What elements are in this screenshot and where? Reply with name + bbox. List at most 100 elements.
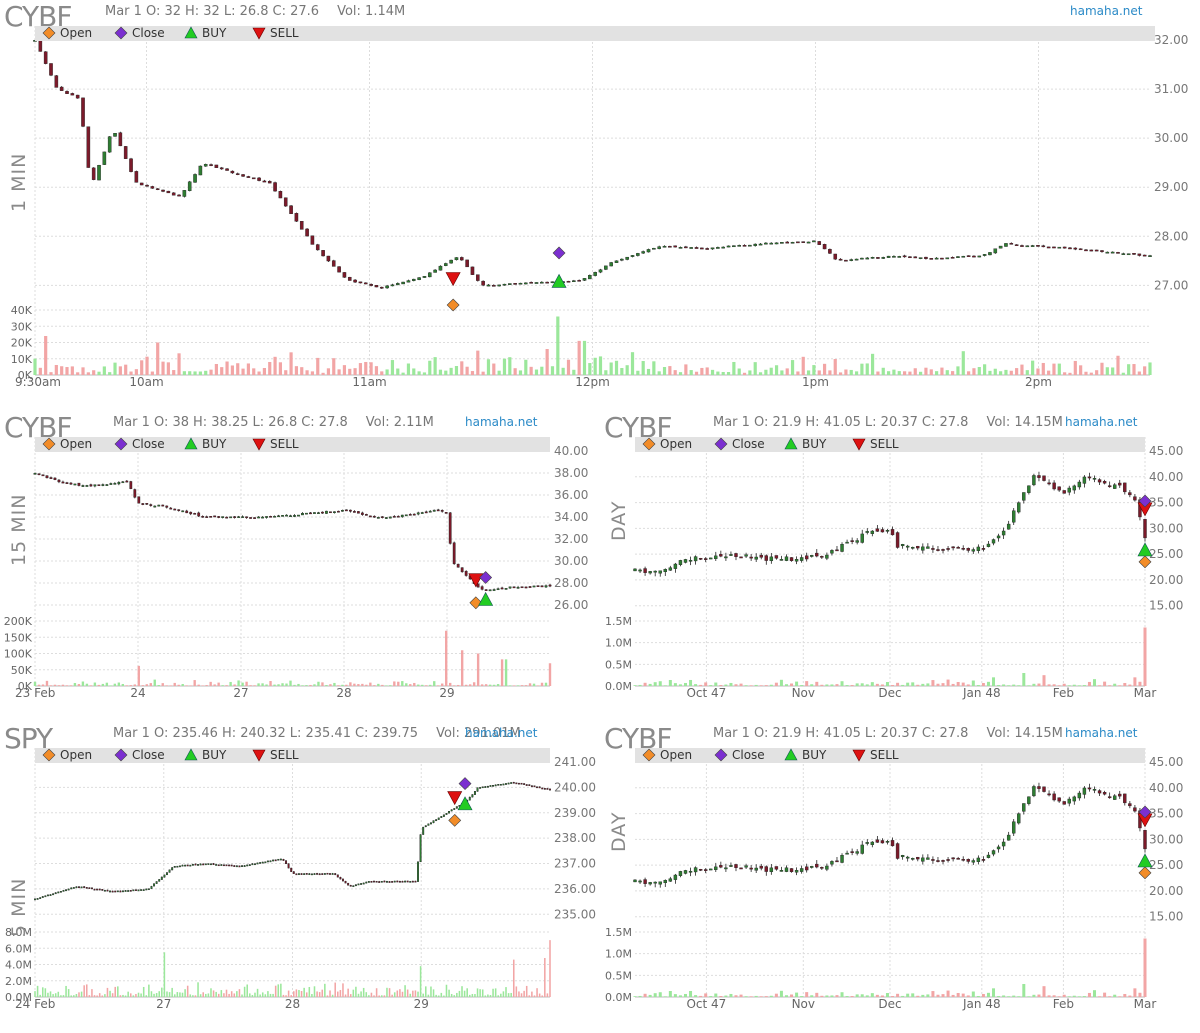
- volume-bar: [132, 995, 135, 997]
- volume-bar: [913, 368, 917, 375]
- site-link[interactable]: hamaha.net: [465, 415, 538, 429]
- legend-item-buy: BUY: [184, 748, 227, 763]
- candle-body: [370, 881, 373, 883]
- candle-body: [368, 515, 372, 518]
- volume-bar: [324, 983, 326, 997]
- price-tick-label: 238.00: [554, 831, 596, 845]
- volume-bar: [337, 685, 340, 686]
- candle-body: [536, 786, 539, 789]
- candle-body: [149, 504, 153, 506]
- site-link[interactable]: hamaha.net: [1065, 415, 1138, 429]
- volume-bar: [342, 983, 344, 997]
- candle-body: [198, 165, 203, 176]
- volume-bar: [142, 986, 145, 997]
- candle-body: [401, 281, 405, 285]
- candle-body: [850, 851, 854, 853]
- trade-markers: [1137, 805, 1153, 880]
- site-link[interactable]: hamaha.net: [465, 726, 538, 740]
- volume-bar: [481, 371, 485, 375]
- sell-marker-icon: [252, 749, 266, 762]
- volume-bar: [321, 989, 324, 997]
- candle-body: [265, 516, 268, 518]
- volume-bar: [961, 993, 965, 997]
- volume-bar: [117, 682, 121, 686]
- candle-body: [85, 887, 88, 889]
- volume-bar: [438, 369, 443, 375]
- candle-body: [173, 866, 176, 868]
- ohlc-header: Mar 1 O: 235.46 H: 240.32 L: 235.41 C: 239.7…: [113, 726, 539, 741]
- candle-body: [297, 873, 300, 875]
- volume-bar: [241, 994, 243, 997]
- candle-body: [103, 889, 106, 892]
- legend-label-buy: BUY: [202, 748, 227, 762]
- volume-tick-label: 1.5M: [605, 926, 632, 939]
- volume-bar: [98, 993, 101, 997]
- volume-bar: [236, 363, 240, 375]
- x-tick-label: Feb: [1053, 997, 1074, 1011]
- candle-body: [77, 482, 81, 486]
- site-link[interactable]: hamaha.net: [1070, 4, 1143, 18]
- volume-bar: [1027, 996, 1031, 997]
- volume-bar: [561, 367, 565, 375]
- candle-body: [926, 857, 930, 860]
- candle-body: [678, 871, 683, 876]
- volume-bar: [388, 988, 391, 997]
- volume-bar: [977, 367, 981, 375]
- volume-bar: [540, 366, 544, 375]
- candle-body: [971, 549, 976, 552]
- candle-body: [316, 873, 319, 875]
- volume-bar: [502, 358, 507, 375]
- volume-bar: [678, 684, 682, 686]
- x-tick-label: Dec: [878, 997, 901, 1011]
- volume-bar: [1057, 363, 1061, 375]
- candle-body: [354, 884, 357, 887]
- candle-body: [538, 786, 541, 789]
- candle-body: [972, 255, 976, 258]
- volume-bar: [228, 993, 230, 997]
- candle-body: [822, 244, 827, 250]
- candle-body: [257, 177, 261, 181]
- site-link[interactable]: hamaha.net: [1065, 726, 1138, 740]
- candle-body: [225, 168, 229, 171]
- candle-body: [65, 482, 69, 484]
- volume-bar: [198, 371, 202, 375]
- candle-body: [1132, 253, 1136, 255]
- volume-bar: [225, 685, 228, 686]
- volume-bar: [1052, 363, 1056, 375]
- volume-bar: [456, 992, 458, 997]
- volume-bar: [171, 987, 173, 997]
- candle-body: [486, 284, 491, 287]
- candle-body: [1057, 246, 1062, 249]
- candle-body: [806, 241, 811, 244]
- candle-body: [1087, 787, 1092, 790]
- legend-label-buy: BUY: [802, 748, 827, 762]
- volume-bar: [277, 684, 280, 686]
- volume-bar: [881, 367, 885, 375]
- candle-body: [59, 86, 64, 91]
- chart-svg: 32.0031.0030.0029.0028.0027.0040K30K20K1…: [11, 26, 1188, 389]
- candle-body: [160, 876, 163, 880]
- volume-bar: [432, 989, 435, 997]
- candle-body: [274, 859, 277, 862]
- candle-body: [515, 782, 518, 785]
- volume-bar: [33, 681, 37, 686]
- candle-body: [396, 880, 399, 883]
- volume-bar: [452, 685, 456, 686]
- volume-bar: [412, 368, 416, 375]
- candle-body: [516, 586, 520, 589]
- candle-body: [323, 873, 326, 875]
- volume-bar: [716, 371, 720, 375]
- candle-body: [437, 817, 440, 820]
- symbol-label: CYBF: [604, 411, 672, 444]
- candle-body: [840, 544, 844, 552]
- candle-body: [445, 813, 448, 815]
- volume-bar: [1020, 364, 1024, 375]
- volume-bar: [754, 995, 758, 997]
- ohlc-l: L: 26.8: [252, 415, 298, 430]
- candle-body: [698, 869, 703, 871]
- candle-body: [86, 126, 91, 168]
- x-tick-label: 9:30am: [15, 375, 61, 389]
- candle-body: [1082, 787, 1087, 795]
- volume-bar: [188, 371, 192, 375]
- candle-body: [173, 508, 177, 511]
